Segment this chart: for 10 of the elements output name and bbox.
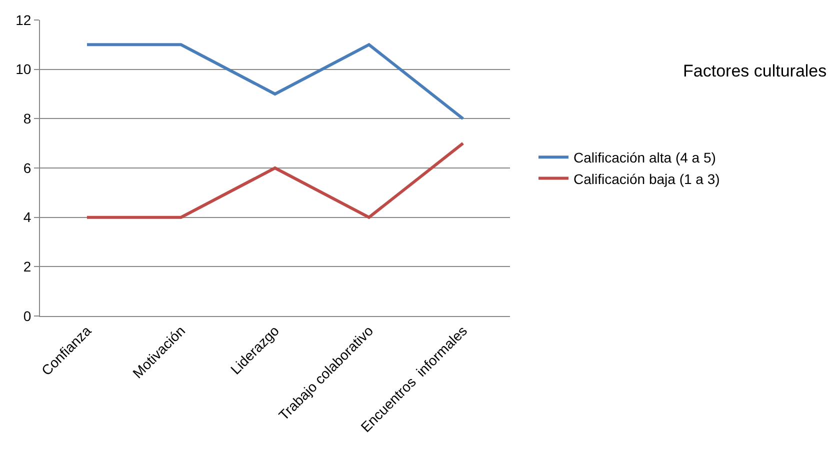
y-tick-label: 12 [16, 12, 32, 28]
y-tick-label: 0 [23, 308, 32, 324]
y-tick-label: 6 [23, 160, 32, 176]
legend-label: Calificación baja (1 a 3) [574, 170, 720, 187]
legend-label: Calificación alta (4 a 5) [574, 150, 716, 166]
y-tick-label: 2 [23, 258, 32, 275]
y-tick-label: 10 [16, 61, 32, 78]
y-tick-label: 4 [23, 209, 32, 226]
y-tick-label: 8 [23, 110, 32, 127]
text: Factores culturales [683, 62, 827, 81]
